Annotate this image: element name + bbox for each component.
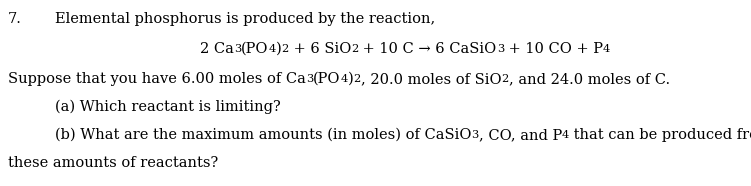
Text: 4: 4	[562, 131, 569, 140]
Text: ): )	[276, 42, 282, 56]
Text: , CO, and P: , CO, and P	[478, 128, 562, 142]
Text: Elemental phosphorus is produced by the reaction,: Elemental phosphorus is produced by the …	[55, 12, 436, 26]
Text: 4: 4	[603, 44, 611, 54]
Text: 2: 2	[282, 44, 289, 54]
Text: (a) Which reactant is limiting?: (a) Which reactant is limiting?	[55, 100, 281, 114]
Text: 3: 3	[496, 44, 504, 54]
Text: + 6 SiO: + 6 SiO	[289, 42, 351, 56]
Text: ): )	[348, 72, 354, 86]
Text: 3: 3	[306, 75, 313, 84]
Text: 2 Ca: 2 Ca	[200, 42, 234, 56]
Text: + 10 C → 6 CaSiO: + 10 C → 6 CaSiO	[358, 42, 496, 56]
Text: 7.: 7.	[8, 12, 22, 26]
Text: , 20.0 moles of SiO: , 20.0 moles of SiO	[361, 72, 502, 86]
Text: (PO: (PO	[313, 72, 341, 86]
Text: (b) What are the maximum amounts (in moles) of CaSiO: (b) What are the maximum amounts (in mol…	[55, 128, 472, 142]
Text: 2: 2	[502, 75, 508, 84]
Text: 2: 2	[351, 44, 358, 54]
Text: 3: 3	[472, 131, 478, 140]
Text: 4: 4	[341, 75, 348, 84]
Text: Suppose that you have 6.00 moles of Ca: Suppose that you have 6.00 moles of Ca	[8, 72, 306, 86]
Text: (PO: (PO	[241, 42, 269, 56]
Text: 2: 2	[354, 75, 361, 84]
Text: , and 24.0 moles of C.: , and 24.0 moles of C.	[508, 72, 670, 86]
Text: 3: 3	[234, 44, 241, 54]
Text: 4: 4	[269, 44, 276, 54]
Text: these amounts of reactants?: these amounts of reactants?	[8, 156, 219, 170]
Text: that can be produced from: that can be produced from	[569, 128, 751, 142]
Text: + 10 CO + P: + 10 CO + P	[504, 42, 603, 56]
